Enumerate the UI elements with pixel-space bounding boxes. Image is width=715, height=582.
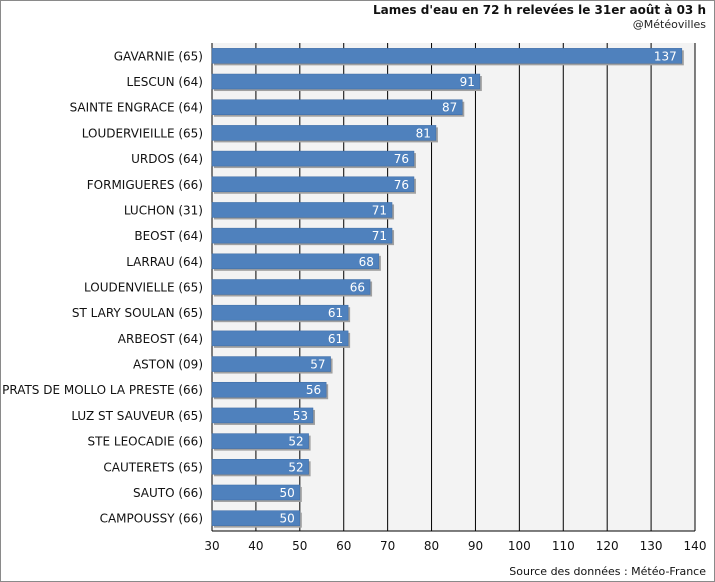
bar-value-label: 50 xyxy=(280,512,295,526)
bar-value-label: 87 xyxy=(442,101,457,115)
category-label: GAVARNIE (65) xyxy=(114,49,203,63)
category-label: SAUTO (66) xyxy=(133,486,203,500)
bar-value-label: 66 xyxy=(350,281,365,295)
bar-value-label: 91 xyxy=(460,75,475,89)
category-label: ST LARY SOULAN (65) xyxy=(72,306,203,320)
category-label: ASTON (09) xyxy=(133,358,203,372)
category-label: STE LEOCADIE (66) xyxy=(88,435,203,449)
bar-value-label: 52 xyxy=(288,435,303,449)
chart-title: Lames d'eau en 72 h relevées le 31er aoû… xyxy=(373,3,706,17)
bar xyxy=(211,227,393,244)
category-label: LARRAU (64) xyxy=(126,255,203,269)
bar-value-label: 68 xyxy=(359,255,374,269)
bar-value-label: 76 xyxy=(394,178,409,192)
x-tick-label: 130 xyxy=(640,539,663,553)
bar xyxy=(211,484,301,501)
bar xyxy=(211,99,463,115)
data-source-note: Source des données : Météo-France xyxy=(509,565,706,578)
bar xyxy=(211,459,309,475)
bar-value-label: 76 xyxy=(394,152,409,166)
bar-value-label: 61 xyxy=(328,332,343,346)
bar xyxy=(211,381,327,398)
category-label: URDOS (64) xyxy=(131,152,203,166)
bar-value-label: 71 xyxy=(372,229,387,243)
bar-value-label: 71 xyxy=(372,203,387,217)
bar xyxy=(211,253,380,270)
bar xyxy=(211,510,301,526)
x-tick-label: 100 xyxy=(508,539,531,553)
category-label: ARBEOST (64) xyxy=(118,332,203,346)
bar-value-label: 61 xyxy=(328,306,343,320)
category-label: SAINTE ENGRACE (64) xyxy=(70,101,203,115)
chart-credit: @Météovilles xyxy=(632,18,706,31)
x-tick-label: 70 xyxy=(380,539,395,553)
category-label: CAMPOUSSY (66) xyxy=(100,512,203,526)
bar xyxy=(211,150,415,167)
bar xyxy=(211,125,437,141)
bar-value-label: 56 xyxy=(306,383,321,397)
x-tick-label: 30 xyxy=(204,539,219,553)
category-label: FORMIGUERES (66) xyxy=(87,178,203,192)
bar xyxy=(211,48,683,64)
bar-value-label: 50 xyxy=(280,486,295,500)
category-label: PRATS DE MOLLO LA PRESTE (66) xyxy=(2,383,203,397)
bar xyxy=(211,304,349,321)
category-label: LESCUN (64) xyxy=(127,75,203,89)
category-label: LUZ ST SAUVEUR (65) xyxy=(71,409,203,423)
x-tick-label: 140 xyxy=(684,539,707,553)
x-tick-label: 40 xyxy=(248,539,263,553)
bar xyxy=(211,407,314,424)
category-label: LOUDENVIELLE (65) xyxy=(84,281,203,295)
bar-value-label: 52 xyxy=(288,460,303,474)
bar-value-label: 57 xyxy=(310,358,325,372)
x-tick-label: 120 xyxy=(596,539,619,553)
bar xyxy=(211,202,393,218)
bar xyxy=(211,433,309,449)
bar-value-label: 81 xyxy=(416,126,431,140)
x-tick-label: 50 xyxy=(292,539,307,553)
bar xyxy=(211,176,415,193)
x-tick-label: 60 xyxy=(336,539,351,553)
x-tick-label: 110 xyxy=(552,539,575,553)
category-label: LUCHON (31) xyxy=(124,203,203,217)
bar-value-label: 137 xyxy=(654,49,677,63)
category-label: BEOST (64) xyxy=(134,229,203,243)
bar xyxy=(211,73,481,90)
category-label: LOUDERVIEILLE (65) xyxy=(82,126,203,140)
bar xyxy=(211,279,371,295)
bar xyxy=(211,356,331,372)
x-tick-label: 80 xyxy=(424,539,439,553)
category-label: CAUTERETS (65) xyxy=(103,460,203,474)
bar xyxy=(211,330,349,347)
bar-value-label: 53 xyxy=(293,409,308,423)
x-tick-label: 90 xyxy=(468,539,483,553)
